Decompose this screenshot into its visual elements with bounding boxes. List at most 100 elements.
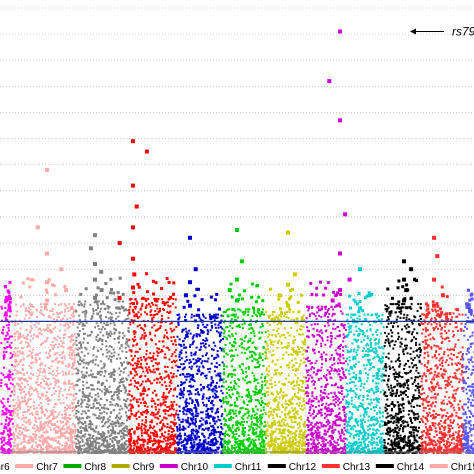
data-point	[83, 444, 86, 447]
data-point	[132, 302, 135, 306]
data-point	[244, 379, 247, 382]
data-point	[96, 334, 99, 336]
data-point	[264, 403, 267, 405]
data-point	[18, 436, 21, 439]
data-point	[4, 412, 7, 415]
data-point	[51, 424, 54, 427]
data-point	[133, 444, 136, 447]
data-point	[80, 344, 82, 347]
data-point	[184, 401, 187, 404]
data-point	[128, 312, 131, 315]
data-point	[4, 318, 7, 321]
data-point	[222, 347, 225, 350]
data-point	[75, 339, 78, 342]
data-point	[210, 440, 212, 443]
data-point	[8, 428, 11, 431]
data-point	[202, 339, 205, 341]
data-point	[165, 443, 168, 446]
series-chr6	[0, 280, 14, 454]
data-point	[107, 417, 110, 420]
data-point	[27, 390, 30, 393]
data-point	[43, 423, 46, 426]
data-point	[237, 308, 240, 311]
data-point	[17, 333, 20, 336]
data-point	[159, 445, 162, 447]
data-point	[5, 416, 8, 419]
data-point	[98, 388, 101, 391]
data-point	[19, 433, 22, 436]
data-point	[133, 430, 136, 433]
data-point	[254, 313, 257, 316]
data-point	[88, 399, 91, 402]
data-point	[182, 410, 185, 413]
data-point	[147, 379, 150, 382]
data-point	[164, 365, 166, 368]
data-point	[213, 313, 216, 316]
data-point	[244, 427, 247, 429]
data-point	[29, 278, 33, 282]
data-point	[8, 409, 10, 412]
data-point	[118, 425, 121, 428]
data-point	[141, 305, 144, 307]
data-point	[184, 375, 187, 378]
data-point	[85, 394, 88, 397]
data-point	[140, 359, 143, 362]
data-point	[176, 395, 179, 398]
hit-point	[45, 298, 49, 303]
data-point	[74, 437, 77, 440]
data-point	[13, 332, 16, 335]
data-point	[217, 374, 220, 376]
data-point	[29, 405, 32, 408]
data-point	[230, 418, 233, 421]
data-point	[258, 390, 260, 393]
data-point	[84, 442, 87, 445]
data-point	[117, 451, 120, 454]
data-point	[13, 335, 16, 338]
data-point	[43, 380, 45, 383]
data-point	[78, 318, 81, 321]
data-point	[44, 422, 47, 425]
data-point	[102, 417, 105, 420]
data-point	[154, 413, 157, 416]
data-point	[224, 419, 227, 421]
data-point	[178, 427, 181, 430]
data-point	[17, 338, 20, 340]
data-point	[176, 441, 179, 444]
data-point	[255, 347, 258, 350]
data-point	[75, 438, 78, 440]
data-point	[197, 430, 199, 433]
data-point	[160, 432, 163, 435]
data-point	[5, 351, 8, 353]
data-point	[261, 373, 264, 376]
data-point	[177, 443, 180, 446]
data-point	[217, 431, 220, 433]
data-point	[14, 319, 17, 322]
data-point	[205, 377, 208, 380]
data-point	[197, 287, 200, 291]
data-point	[242, 363, 244, 366]
data-point	[222, 311, 225, 314]
data-point	[6, 442, 9, 445]
data-point	[148, 439, 151, 442]
data-point	[97, 340, 100, 343]
data-point	[118, 398, 121, 401]
data-point	[108, 419, 111, 422]
data-point	[296, 445, 299, 447]
data-point	[231, 424, 234, 427]
data-point	[144, 359, 147, 362]
data-point	[151, 397, 154, 400]
data-point	[264, 395, 267, 397]
data-point	[67, 421, 70, 424]
data-point	[186, 452, 189, 454]
data-point	[219, 322, 222, 324]
data-point	[198, 425, 201, 428]
data-point	[129, 407, 132, 410]
data-point	[214, 365, 216, 368]
data-point	[84, 313, 87, 316]
data-point	[8, 443, 11, 446]
data-point	[234, 412, 237, 415]
data-point	[77, 446, 80, 449]
data-point	[5, 317, 7, 320]
data-point	[238, 364, 241, 367]
data-point	[234, 388, 237, 391]
